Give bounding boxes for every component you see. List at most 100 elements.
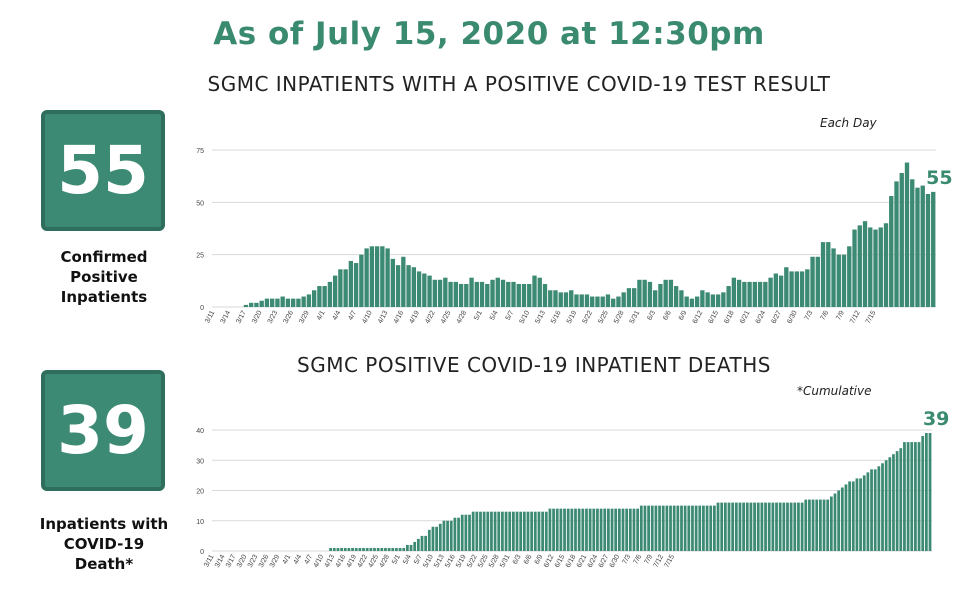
deaths-bar xyxy=(702,505,705,551)
deaths-bar xyxy=(610,508,614,551)
inpatients-bar xyxy=(322,286,327,307)
inpatients-bar xyxy=(332,275,338,307)
inpatients-bar xyxy=(353,263,359,307)
deaths-bar xyxy=(376,547,380,551)
deaths-bar xyxy=(636,508,640,551)
deaths-bar xyxy=(475,511,479,551)
inpatients-bar xyxy=(390,258,396,307)
inpatients-bar xyxy=(280,296,285,307)
inpatients-bar xyxy=(443,277,448,307)
inpatients-x-tick-label: 7/6 xyxy=(819,310,830,322)
deaths-bar xyxy=(720,502,724,551)
deaths-bar xyxy=(424,535,428,551)
inpatients-bar xyxy=(857,225,862,307)
deaths-bar xyxy=(541,511,544,551)
deaths-bar xyxy=(380,547,384,551)
deaths-bar xyxy=(537,511,541,551)
deaths-bar xyxy=(402,547,406,551)
deaths-bar xyxy=(442,520,446,551)
inpatients-x-tick-label: 6/9 xyxy=(678,310,689,322)
deaths-bar xyxy=(822,499,826,551)
deaths-bar xyxy=(486,511,490,551)
deaths-label-line-1: Inpatients with xyxy=(39,515,169,533)
inpatients-bar xyxy=(652,290,658,307)
deaths-x-tick-label: 4/4 xyxy=(293,554,304,566)
deaths-bar xyxy=(460,514,464,551)
inpatients-y-tick-label: 25 xyxy=(196,253,204,260)
inpatients-bar xyxy=(862,221,868,307)
inpatients-bar xyxy=(479,281,485,307)
deaths-bar xyxy=(621,508,625,551)
deaths-bar xyxy=(574,508,577,551)
inpatients-bar xyxy=(836,254,841,307)
page-title: As of July 15, 2020 at 12:30pm xyxy=(213,16,765,52)
deaths-bar xyxy=(658,505,661,551)
deaths-bar xyxy=(888,457,892,551)
inpatients-bar xyxy=(710,294,716,307)
deaths-x-tick-label: 3/29 xyxy=(269,554,282,569)
inpatients-bar xyxy=(495,277,500,307)
deaths-bar xyxy=(592,508,596,551)
deaths-y-tick-label: 30 xyxy=(196,458,204,465)
inpatients-bar xyxy=(327,281,333,307)
inpatients-y-tick-label: 75 xyxy=(196,148,204,155)
inpatients-chart-note: Each Day xyxy=(820,116,877,130)
deaths-bar xyxy=(848,481,851,551)
deaths-bar xyxy=(508,511,512,551)
deaths-bar xyxy=(694,505,698,551)
inpatients-bar xyxy=(348,260,354,307)
deaths-bar xyxy=(588,508,592,551)
deaths-bar xyxy=(797,502,800,551)
inpatients-bar xyxy=(920,185,925,307)
inpatients-bar xyxy=(275,298,280,307)
inpatients-count-label: Confirmed Positive Inpatients xyxy=(28,247,180,307)
inpatients-chart-title: SGMC INPATIENTS WITH A POSITIVE COVID-19… xyxy=(207,72,831,96)
deaths-x-tick-label: 7/9 xyxy=(643,554,654,566)
deaths-bar xyxy=(676,505,680,551)
inpatients-bar xyxy=(752,281,758,307)
deaths-bar xyxy=(734,502,738,551)
inpatients-bar xyxy=(437,279,443,307)
inpatients-x-tick-label: 4/4 xyxy=(332,310,343,322)
deaths-bar xyxy=(837,490,841,551)
inpatients-bar xyxy=(736,279,742,307)
inpatients-end-value-label: 55 xyxy=(926,167,952,189)
inpatients-bar xyxy=(904,162,910,307)
deaths-bar xyxy=(709,505,713,551)
deaths-bar xyxy=(490,511,493,551)
deaths-bar xyxy=(431,526,435,551)
deaths-bar xyxy=(775,502,778,551)
deaths-bar xyxy=(479,511,482,551)
deaths-bar xyxy=(365,547,369,551)
deaths-bar xyxy=(406,544,409,551)
deaths-bar xyxy=(453,517,457,551)
inpatients-bar xyxy=(889,196,894,307)
deaths-x-tick-label: 4/1 xyxy=(282,554,293,566)
inpatients-bar xyxy=(406,265,411,307)
deaths-bar xyxy=(628,508,632,551)
inpatients-bar xyxy=(731,277,737,307)
inpatients-bar xyxy=(600,296,605,307)
deaths-bar xyxy=(438,523,442,551)
inpatients-count-tile: 55 xyxy=(41,110,165,231)
deaths-bar xyxy=(745,502,749,551)
inpatients-bar xyxy=(611,298,616,307)
deaths-bar xyxy=(457,517,460,551)
deaths-bar xyxy=(884,460,888,551)
deaths-x-tick-label: 4/28 xyxy=(378,554,391,569)
deaths-bar xyxy=(643,505,647,551)
deaths-bar xyxy=(661,505,665,551)
deaths-bar xyxy=(497,511,501,551)
deaths-bar xyxy=(851,481,855,551)
deaths-bar xyxy=(855,478,859,551)
inpatients-bar xyxy=(668,279,674,307)
deaths-bar xyxy=(654,505,658,551)
inpatients-bar xyxy=(500,279,506,307)
inpatients-bar xyxy=(663,279,668,307)
inpatients-bar xyxy=(569,290,574,307)
deaths-bar xyxy=(749,502,753,551)
deaths-bar xyxy=(625,508,629,551)
deaths-bar xyxy=(647,505,650,551)
inpatients-bar xyxy=(820,242,826,307)
